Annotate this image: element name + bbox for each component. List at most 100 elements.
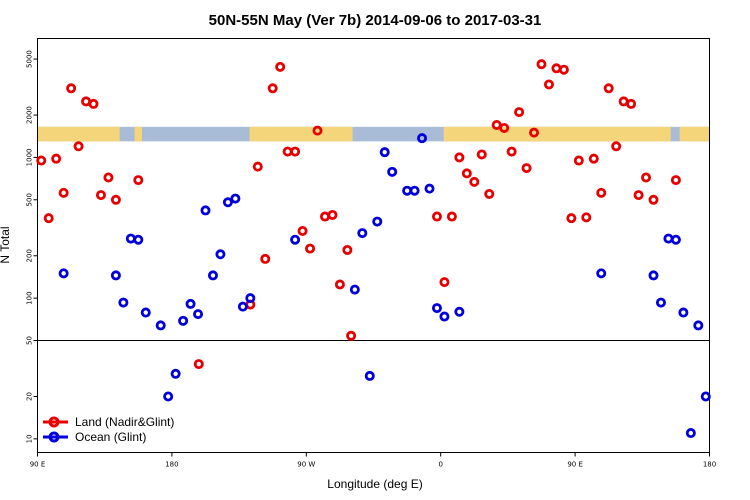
land-point bbox=[334, 279, 345, 290]
y-tick-label: 1000 bbox=[26, 149, 34, 167]
ocean-point bbox=[207, 270, 218, 281]
legend: Land (Nadir&Glint) Ocean (Glint) bbox=[43, 415, 174, 444]
land-band-segment bbox=[37, 126, 120, 142]
land-point bbox=[193, 359, 204, 370]
land-point bbox=[558, 64, 569, 75]
land-point bbox=[536, 59, 547, 70]
ocean-point bbox=[431, 303, 442, 314]
land-band-segment bbox=[249, 126, 353, 142]
land-point bbox=[58, 187, 69, 198]
x-tick-label: 90 W bbox=[297, 461, 315, 469]
ocean-point bbox=[245, 293, 256, 304]
ocean-point bbox=[685, 428, 696, 439]
ocean-point bbox=[357, 228, 368, 239]
legend-marker-ocean bbox=[48, 431, 60, 443]
ocean-point bbox=[193, 309, 204, 320]
land-point bbox=[66, 83, 77, 94]
ocean-point bbox=[693, 320, 704, 331]
land-point bbox=[529, 127, 540, 138]
ocean-point bbox=[454, 306, 465, 317]
land-point bbox=[506, 146, 517, 157]
land-point bbox=[252, 161, 263, 172]
ocean-point bbox=[110, 270, 121, 281]
y-axis-label: N Total bbox=[0, 226, 12, 263]
x-tick-label: 90 E bbox=[567, 461, 583, 469]
land-point bbox=[110, 194, 121, 205]
y-tick-label: 2000 bbox=[26, 106, 34, 124]
legend-label-land: Land (Nadir&Glint) bbox=[75, 415, 174, 429]
land-point bbox=[431, 211, 442, 222]
land-point bbox=[588, 153, 599, 164]
land-point bbox=[290, 146, 301, 157]
ocean-point bbox=[200, 205, 211, 216]
ocean-point bbox=[678, 307, 689, 318]
land-point bbox=[319, 211, 330, 222]
ocean-point bbox=[237, 301, 248, 312]
y-axis: 100 200 500 1000 2000 5000 10 20 50 bbox=[26, 50, 38, 443]
ocean-point bbox=[655, 297, 666, 308]
ocean-point bbox=[439, 311, 450, 322]
x-tick-label: 180 bbox=[703, 461, 716, 469]
x-tick-label: 180 bbox=[165, 461, 178, 469]
land-point bbox=[566, 213, 577, 224]
legend-label-ocean: Ocean (Glint) bbox=[75, 430, 146, 444]
land-point bbox=[346, 330, 357, 341]
ocean-point bbox=[409, 185, 420, 196]
land-point bbox=[342, 244, 353, 255]
land-point bbox=[573, 155, 584, 166]
ocean-point bbox=[596, 268, 607, 279]
x-axis: 90 E 180 90 W 0 90 E 180 bbox=[30, 452, 716, 469]
land-band-segment bbox=[134, 126, 143, 142]
ocean-point bbox=[349, 284, 360, 295]
ocean-point bbox=[379, 147, 390, 158]
x-axis-label: Longitude (deg E) bbox=[327, 477, 422, 491]
y-tick-label: 5000 bbox=[26, 50, 34, 68]
ocean-point bbox=[118, 297, 129, 308]
land-point bbox=[88, 98, 99, 109]
ocean-point bbox=[648, 270, 659, 281]
ocean-point bbox=[364, 370, 375, 381]
land-point bbox=[626, 98, 637, 109]
land-point bbox=[543, 79, 554, 90]
ocean-point bbox=[185, 298, 196, 309]
y-tick-label: 20 bbox=[26, 392, 34, 401]
ocean-point bbox=[178, 315, 189, 326]
land-point bbox=[43, 213, 54, 224]
land-point bbox=[267, 83, 278, 94]
ocean-point bbox=[417, 133, 428, 144]
y-tick-label: 50 bbox=[26, 336, 34, 345]
land-point bbox=[603, 83, 614, 94]
data-points bbox=[36, 59, 711, 439]
land-mask-band bbox=[37, 126, 710, 142]
land-point bbox=[36, 155, 47, 166]
land-point bbox=[633, 190, 644, 201]
land-point bbox=[551, 63, 562, 74]
ocean-point bbox=[230, 193, 241, 204]
ocean-point bbox=[387, 166, 398, 177]
land-point bbox=[476, 149, 487, 160]
land-point bbox=[439, 277, 450, 288]
y-tick-label: 100 bbox=[26, 291, 34, 304]
ocean-point bbox=[140, 307, 151, 318]
x-tick-label: 90 E bbox=[30, 461, 46, 469]
y-tick-label: 500 bbox=[26, 193, 34, 206]
land-point bbox=[297, 225, 308, 236]
land-band-segment bbox=[679, 126, 710, 142]
land-point bbox=[454, 152, 465, 163]
x-tick-label: 0 bbox=[438, 461, 442, 469]
ocean-point bbox=[155, 320, 166, 331]
land-point bbox=[327, 209, 338, 220]
land-point bbox=[596, 187, 607, 198]
land-point bbox=[521, 163, 532, 174]
ocean-point bbox=[663, 233, 674, 244]
land-point bbox=[312, 125, 323, 136]
land-point bbox=[581, 212, 592, 223]
land-point bbox=[484, 188, 495, 199]
land-point bbox=[103, 172, 114, 183]
land-point bbox=[275, 61, 286, 72]
ocean-point bbox=[133, 234, 144, 245]
land-point bbox=[469, 176, 480, 187]
y-tick-label: 200 bbox=[26, 249, 34, 262]
ocean-point bbox=[372, 216, 383, 227]
